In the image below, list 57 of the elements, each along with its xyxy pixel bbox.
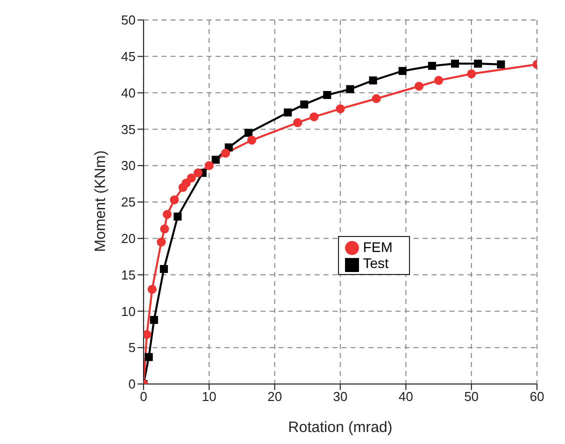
point	[451, 60, 460, 68]
x-tick-label: 30	[333, 389, 348, 404]
point	[474, 60, 482, 68]
point	[186, 173, 196, 182]
point	[372, 94, 381, 104]
x-axis-title: Rotation (mrad)	[288, 419, 392, 436]
point	[247, 136, 256, 145]
point	[170, 195, 179, 204]
y-tick-label: 10	[121, 304, 136, 319]
y-tick-label: 50	[121, 12, 136, 28]
y-tick-label: 0	[128, 376, 136, 392]
point	[346, 85, 354, 94]
y-tick-label: 5	[128, 340, 136, 356]
y-axis-title: Moment (KNm)	[92, 150, 109, 252]
point	[204, 161, 214, 170]
point	[212, 156, 220, 164]
x-tick-label: 60	[530, 389, 544, 404]
x-tick-label: 10	[202, 389, 216, 404]
point	[160, 224, 170, 234]
point	[221, 148, 230, 158]
point	[496, 60, 505, 68]
y-tick-label: 35	[121, 122, 136, 137]
point	[284, 108, 292, 116]
point	[174, 212, 182, 221]
point	[310, 112, 319, 122]
y-tick-label: 40	[121, 85, 136, 100]
point	[428, 62, 436, 70]
point	[398, 66, 407, 75]
point	[156, 238, 166, 247]
y-tick-label: 30	[121, 158, 136, 174]
point	[162, 210, 172, 219]
y-tick-label: 45	[121, 49, 136, 64]
point	[150, 316, 158, 324]
legend-label: FEM	[363, 239, 393, 255]
point	[466, 69, 476, 78]
point	[182, 178, 191, 188]
y-tick-label: 20	[121, 231, 136, 246]
y-tick-label: 15	[121, 267, 136, 282]
point	[160, 264, 168, 273]
point	[144, 330, 152, 339]
point	[193, 168, 202, 178]
x-tick-label: 50	[464, 389, 479, 404]
point	[414, 82, 424, 91]
point	[148, 284, 157, 294]
x-tick-label: 0	[140, 389, 148, 404]
y-tick-label: 25	[121, 194, 136, 210]
point	[293, 118, 302, 128]
point	[144, 353, 153, 362]
point	[244, 128, 252, 137]
point	[336, 104, 345, 114]
point	[369, 76, 378, 84]
point	[323, 90, 332, 99]
point	[434, 76, 444, 85]
x-tick-label: 40	[398, 389, 414, 404]
point	[300, 100, 308, 108]
legend-label: Test	[363, 255, 389, 272]
x-tick-label: 20	[267, 389, 282, 404]
